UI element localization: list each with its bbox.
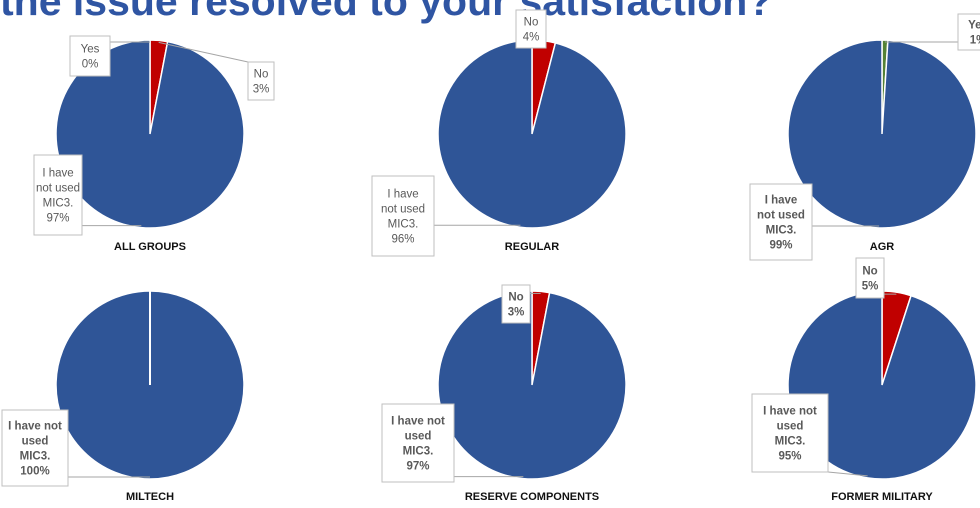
data-label-line: I have: [765, 195, 798, 207]
data-label-line: MIC3.: [388, 219, 419, 231]
data-label-yes-box: [69, 35, 111, 77]
pie-caption-all-groups: ALL GROUPS: [114, 241, 186, 253]
pie-slice-not-used: [437, 39, 627, 229]
pie-chart-miltech: I have not used MIC3. 100% MILTECH: [1, 290, 245, 503]
data-label-line: 96%: [391, 234, 414, 246]
data-label-line: Yes: [81, 44, 100, 56]
data-label-line: MIC3.: [403, 446, 434, 458]
data-label-line: 4%: [523, 32, 540, 44]
data-label-line: No: [862, 266, 877, 278]
data-label-no-box: [855, 257, 885, 299]
data-label-line: 97%: [406, 461, 429, 473]
data-label-not-used: I have not used MIC3. 97%: [391, 416, 445, 473]
data-label-yes-box: [957, 13, 980, 51]
data-label-line: 3%: [253, 84, 270, 96]
data-label-line: I have: [42, 168, 73, 180]
data-label-line: No: [254, 69, 269, 81]
data-label-line: I have not: [763, 406, 817, 418]
data-label-line: 100%: [20, 466, 49, 478]
data-label-not-used: I have not used MIC3. 97%: [36, 168, 80, 225]
data-label-line: 0%: [82, 59, 99, 71]
data-label-line: not used: [757, 210, 805, 222]
pie-slice-not-used: [787, 290, 977, 480]
data-label-line: 5%: [862, 281, 879, 293]
data-label-no: No 5%: [862, 266, 879, 293]
data-label-line: not used: [381, 204, 425, 216]
data-label-not-used-box: [749, 183, 813, 261]
data-label-not-used: I have not used MIC3. 100%: [8, 421, 62, 478]
data-label-not-used-box: [381, 403, 455, 483]
pie-caption-regular: REGULAR: [505, 241, 559, 253]
pie-chart-all-groups: Yes 0% No 3% I have not used MIC3. 97% ALL GROUP…: [33, 35, 275, 253]
data-label-line: Yes: [968, 20, 980, 32]
data-label-no: No 3%: [253, 69, 270, 96]
data-label-no: No 4%: [523, 17, 540, 44]
data-label-line: 3%: [508, 307, 525, 319]
pie-slice-not-used: [437, 290, 627, 480]
pie-caption-former-military: FORMER MILITARY: [831, 491, 933, 503]
data-label-no-box: [501, 284, 531, 324]
data-label-line: 95%: [778, 451, 801, 463]
pie-chart-former-military: No 5% I have not used MIC3. 95% FORMER MILITAR…: [751, 257, 977, 503]
data-label-not-used-box: [371, 175, 435, 257]
data-label-line: used: [22, 436, 49, 448]
data-label-not-used: I have not used MIC3. 95%: [763, 406, 817, 463]
page-title: the issue resolved to your satisfaction?: [0, 0, 773, 24]
data-label-not-used-box: [33, 154, 83, 236]
data-label-not-used: I have not used MIC3. 99%: [757, 195, 805, 252]
data-label-not-used: I have not used MIC3. 96%: [381, 189, 425, 246]
data-label-line: MIC3.: [775, 436, 806, 448]
pie-chart-reserve-components: No 3% I have not used MIC3. 97% RESERVE COMPON…: [381, 284, 627, 503]
pie-caption-miltech: MILTECH: [126, 491, 174, 503]
data-label-line: MIC3.: [20, 451, 51, 463]
data-label-line: MIC3.: [766, 225, 797, 237]
data-label-line: I have not: [8, 421, 62, 433]
data-label-line: 99%: [769, 240, 792, 252]
data-label-yes: Yes 0%: [81, 44, 100, 71]
data-label-yes: Yes 1%: [968, 20, 980, 47]
data-label-line: No: [508, 292, 523, 304]
data-label-line: I have: [387, 189, 418, 201]
pie-chart-regular: No 4% I have not used MIC3. 96% REGULAR: [371, 9, 627, 257]
data-label-line: I have not: [391, 416, 445, 428]
data-label-not-used-box: [751, 393, 829, 473]
data-label-line: No: [524, 17, 539, 29]
leader-line: [158, 41, 249, 63]
data-label-no-box: [515, 9, 547, 49]
data-label-not-used-box: [1, 409, 69, 487]
pie-caption-agr: AGR: [870, 241, 895, 253]
data-label-line: MIC3.: [43, 198, 74, 210]
data-label-line: used: [405, 431, 432, 443]
data-label-line: 1%: [970, 35, 980, 47]
leader-line: [827, 471, 868, 477]
pie-chart-agr: Yes 1% I have not used MIC3. 99% AGR: [749, 13, 980, 261]
pie-slice-not-used: [787, 39, 977, 229]
data-label-no: No 3%: [508, 292, 525, 319]
data-label-line: not used: [36, 183, 80, 195]
data-label-no-box: [247, 61, 275, 101]
data-label-line: used: [777, 421, 804, 433]
pie-caption-reserve-components: RESERVE COMPONENTS: [465, 491, 599, 503]
data-label-line: 97%: [46, 213, 69, 225]
